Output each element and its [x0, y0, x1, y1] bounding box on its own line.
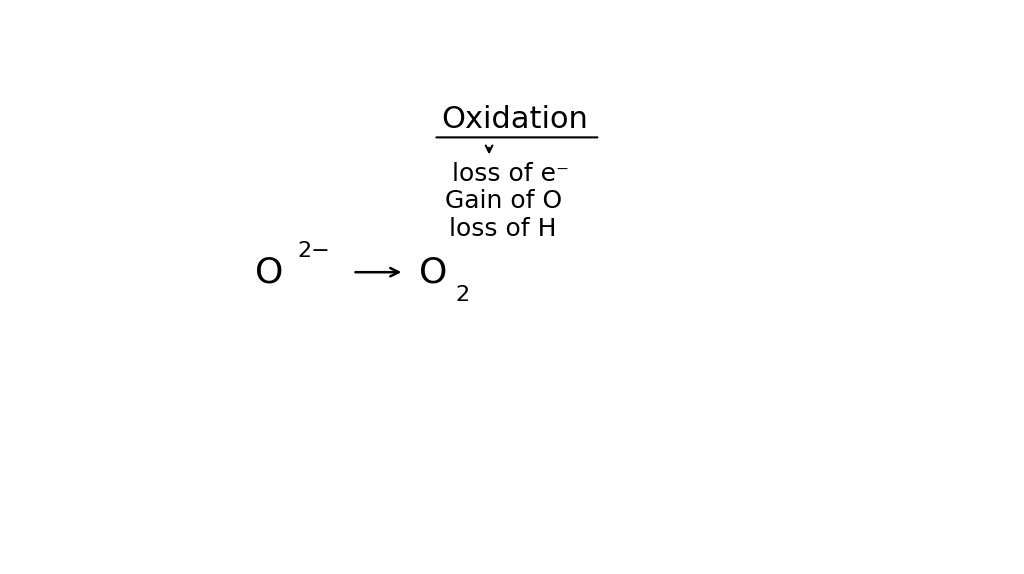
Text: O: O	[420, 255, 447, 289]
Text: O: O	[255, 255, 284, 289]
Text: loss of e⁻: loss of e⁻	[452, 162, 569, 186]
Text: 2−: 2−	[297, 241, 330, 261]
Text: Oxidation: Oxidation	[441, 105, 588, 134]
Text: Gain of O: Gain of O	[445, 189, 562, 214]
Text: loss of H: loss of H	[450, 217, 557, 241]
Text: 2: 2	[455, 285, 469, 305]
